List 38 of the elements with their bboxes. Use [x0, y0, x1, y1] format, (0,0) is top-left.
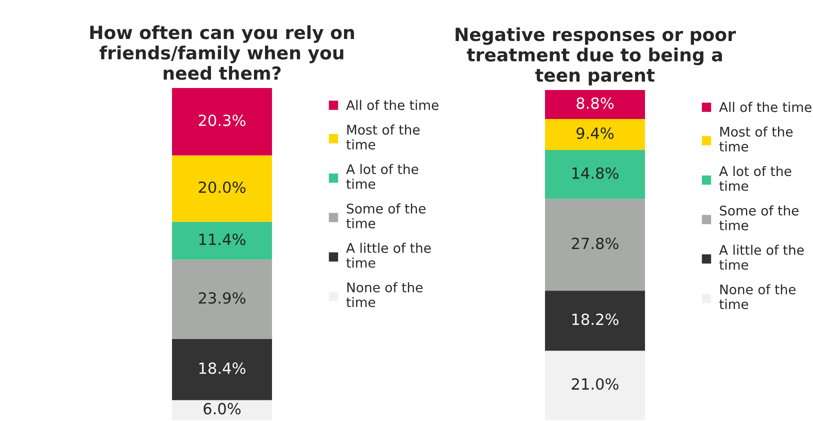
data-label: 20.0%	[198, 181, 246, 194]
data-label: 20.3%	[198, 114, 246, 126]
data-label: 11.4%	[199, 234, 246, 246]
chart-title: How often can you rely on friends/family when you need them?	[90, 25, 354, 80]
bar	[545, 150, 645, 199]
data-label: 21.0%	[572, 378, 618, 390]
data-label: 8.8%	[576, 97, 614, 109]
bar	[545, 90, 645, 120]
bar	[545, 290, 645, 351]
data-label: 9.4%	[576, 127, 614, 139]
data-label: 23.9%	[198, 292, 246, 304]
legend-label: A lot of the time	[346, 164, 418, 189]
chart-title: Negative responses or poor treatment due to being a teen parent	[456, 27, 736, 86]
legend-label: Some of the time	[719, 205, 799, 230]
bar	[545, 119, 645, 150]
bar	[172, 88, 272, 156]
bar	[172, 338, 272, 400]
bar	[172, 260, 272, 339]
legend-label: Some of the time	[346, 203, 426, 228]
data-label: 27.8%	[572, 238, 618, 250]
legend-label: A little of the time	[719, 244, 804, 270]
data-label: 18.2%	[572, 314, 618, 326]
bar	[172, 155, 272, 222]
data-label: 14.8%	[572, 167, 618, 179]
data-label: 18.4%	[199, 362, 246, 374]
bar	[545, 350, 645, 420]
legend-label: Most of the time	[719, 126, 793, 152]
bar	[545, 198, 645, 291]
legend-label: All of the time	[719, 102, 812, 112]
legend-label: None of the time	[346, 282, 423, 308]
legend-label: A little of the time	[346, 242, 431, 268]
legend-label: None of the time	[719, 284, 796, 310]
data-label: 6.0%	[204, 402, 241, 414]
bar	[172, 400, 272, 420]
legend-label: A lot of the time	[719, 166, 792, 191]
legend-label: All of the time	[346, 100, 438, 110]
bar	[172, 222, 272, 260]
legend-label: Most of the time	[346, 124, 420, 150]
